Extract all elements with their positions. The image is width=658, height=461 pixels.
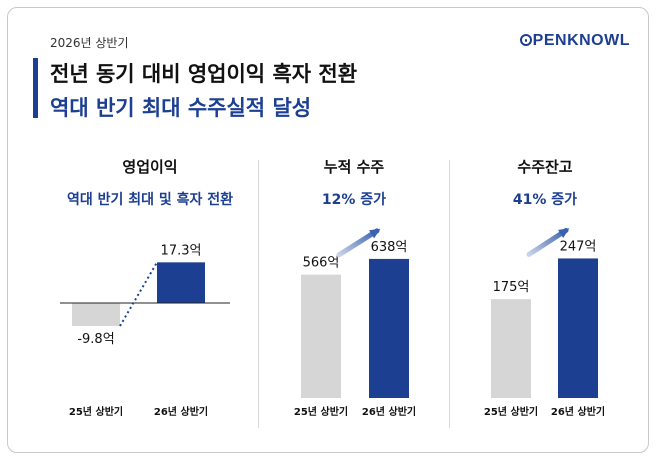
category-label: 25년 상반기 <box>484 405 538 418</box>
category-label: 25년 상반기 <box>69 405 123 418</box>
bar-curr-year <box>157 262 205 303</box>
turnaround-dotted-line <box>119 261 158 327</box>
growth-arrowhead-icon <box>369 228 381 239</box>
chart-subtitle: 역대 반기 최대 및 흑자 전환 <box>67 191 233 208</box>
bar-curr-year <box>558 258 598 398</box>
title-accent-bar <box>33 58 38 118</box>
growth-arrow-icon <box>336 228 380 258</box>
category-label: 25년 상반기 <box>294 405 348 418</box>
chart-title: 영업이익 <box>122 158 177 176</box>
headline-line-2: 역대 반기 최대 수주실적 달성 <box>50 96 312 120</box>
logo-text: PENKNOWL <box>532 32 630 49</box>
bar-value-label: 175억 <box>493 280 530 295</box>
growth-arrowhead-icon <box>558 228 570 238</box>
bar-value-label: -9.8억 <box>77 332 114 347</box>
panel-divider <box>258 160 259 428</box>
headline-line-1: 전년 동기 대비 영업이익 흑자 전환 <box>50 62 358 86</box>
bar-value-label: 247억 <box>560 239 597 254</box>
growth-arrow-icon <box>526 227 569 257</box>
chart-title: 수주잔고 <box>517 158 572 176</box>
chart-title: 누적 수주 <box>324 158 385 176</box>
category-label: 26년 상반기 <box>362 405 416 418</box>
bar-curr-year <box>369 258 409 398</box>
period-label: 2026년 상반기 <box>50 36 129 50</box>
logo-mark-icon <box>519 34 532 46</box>
company-logo: PENKNOWL <box>519 32 630 50</box>
bar-value-label: 17.3억 <box>161 243 202 258</box>
panel-divider <box>449 160 450 428</box>
chart-subtitle: 12% 증가 <box>322 192 386 208</box>
bar-prev-year <box>72 303 120 327</box>
bar-value-label: 638억 <box>371 240 408 255</box>
bar-prev-year <box>491 299 531 398</box>
bar-prev-year <box>301 274 341 398</box>
category-label: 26년 상반기 <box>154 405 208 418</box>
chart-subtitle: 41% 증가 <box>513 192 577 208</box>
bar-value-label: 566억 <box>303 256 340 271</box>
category-label: 26년 상반기 <box>551 405 605 418</box>
